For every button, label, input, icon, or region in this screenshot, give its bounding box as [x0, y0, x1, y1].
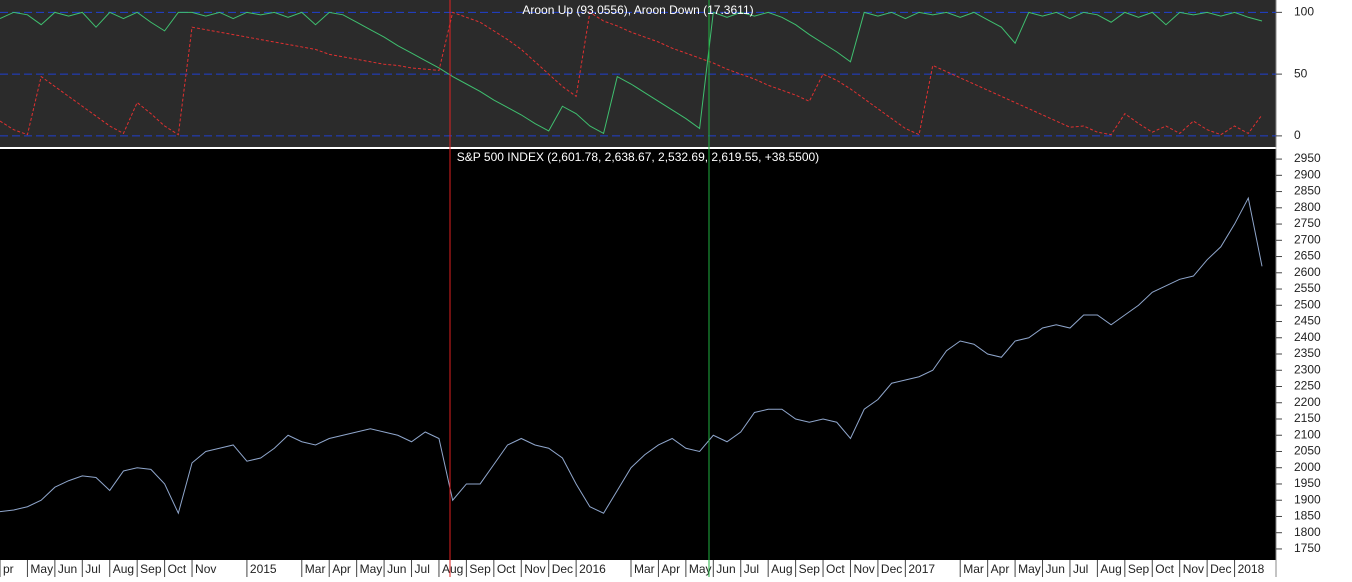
data-line	[0, 11, 1263, 135]
x-tick-label: Oct	[826, 562, 845, 576]
x-tick-label: Sep	[140, 562, 162, 576]
y-tick-label: 1950	[1294, 476, 1321, 490]
x-tick-label: Aug	[1100, 562, 1121, 576]
y-tick-label: 2400	[1294, 330, 1321, 344]
x-tick-label: 2018	[1238, 562, 1265, 576]
y-tick-label: 2850	[1294, 184, 1321, 198]
x-tick-label: Dec	[1210, 562, 1231, 576]
y-tick-label: 2000	[1294, 460, 1321, 474]
y-tick-label: 2650	[1294, 249, 1321, 263]
x-tick-label: 2015	[250, 562, 277, 576]
y-tick-label: 2450	[1294, 314, 1321, 328]
y-tick-label: 1900	[1294, 492, 1321, 506]
data-line	[0, 196, 1263, 515]
x-tick-label: 2016	[579, 562, 606, 576]
y-tick-label: 2250	[1294, 379, 1321, 393]
x-tick-label: Apr	[991, 562, 1010, 576]
y-tick-label: 2100	[1294, 427, 1321, 441]
x-tick-label: Nov	[853, 562, 874, 576]
x-tick-label: Mar	[634, 562, 655, 576]
y-tick-label: 2800	[1294, 200, 1321, 214]
y-tick-label: 2150	[1294, 411, 1321, 425]
x-tick-label: Aug	[442, 562, 463, 576]
y-tick-label: 100	[1294, 5, 1314, 19]
x-tick-label: Jul	[415, 562, 430, 576]
x-tick-label: Jun	[716, 562, 735, 576]
x-tick-label: Oct	[497, 562, 516, 576]
chart-title: Aroon Up (93.0556), Aroon Down (17.3611)	[522, 3, 753, 17]
x-tick-label: May	[360, 562, 383, 576]
x-tick-label: Nov	[1183, 562, 1204, 576]
y-tick-label: 1750	[1294, 541, 1321, 555]
y-tick-label: 2200	[1294, 395, 1321, 409]
aroon-panel	[0, 0, 1276, 147]
y-tick-label: 2950	[1294, 151, 1321, 165]
x-tick-label: Sep	[1128, 562, 1150, 576]
price-panel	[0, 149, 1276, 560]
data-line	[0, 11, 1263, 136]
x-tick-label: Sep	[469, 562, 491, 576]
x-tick-label: Mar	[963, 562, 984, 576]
x-tick-label: Jun	[387, 562, 406, 576]
y-tick-label: 2050	[1294, 444, 1321, 458]
x-tick-label: May	[1018, 562, 1041, 576]
x-tick-label: Jul	[85, 562, 100, 576]
x-tick-label: Sep	[799, 562, 821, 576]
x-tick-label: Aug	[113, 562, 134, 576]
y-tick-label: 2550	[1294, 281, 1321, 295]
y-tick-label: 2500	[1294, 297, 1321, 311]
y-tick-label: 2700	[1294, 232, 1321, 246]
y-tick-label: 2900	[1294, 167, 1321, 181]
x-tick-label: May	[30, 562, 53, 576]
chart-title: S&P 500 INDEX (2,601.78, 2,638.67, 2,532…	[457, 150, 819, 164]
x-tick-label: Jul	[744, 562, 759, 576]
x-tick-label: pr	[3, 562, 14, 576]
x-tick-label: Jul	[1073, 562, 1088, 576]
marks: 0 50 100 1750 1800 1850 1900 1950 2000 2050 2100 21…	[0, 5, 1321, 577]
x-tick-label: Apr	[332, 562, 351, 576]
x-tick-label: Dec	[552, 562, 573, 576]
y-tick-label: 1850	[1294, 509, 1321, 523]
y-tick-label: 1800	[1294, 525, 1321, 539]
x-tick-label: Apr	[661, 562, 680, 576]
x-tick-label: Oct	[1155, 562, 1174, 576]
x-tick-label: Nov	[195, 562, 216, 576]
y-tick-label: 2600	[1294, 265, 1321, 279]
x-tick-label: 2017	[908, 562, 935, 576]
x-tick-label: Mar	[305, 562, 326, 576]
x-tick-label: Dec	[881, 562, 902, 576]
x-tick-label: Nov	[524, 562, 545, 576]
x-tick-label: Aug	[771, 562, 792, 576]
y-tick-label: 0	[1294, 128, 1301, 142]
y-tick-label: 2300	[1294, 362, 1321, 376]
x-tick-label: May	[689, 562, 712, 576]
x-tick-label: Jun	[1046, 562, 1065, 576]
x-tick-label: Oct	[168, 562, 187, 576]
x-tick-label: Jun	[58, 562, 77, 576]
y-tick-label: 2350	[1294, 346, 1321, 360]
x-axis-strip	[0, 560, 1276, 577]
y-tick-label: 2750	[1294, 216, 1321, 230]
y-tick-label: 50	[1294, 66, 1308, 80]
